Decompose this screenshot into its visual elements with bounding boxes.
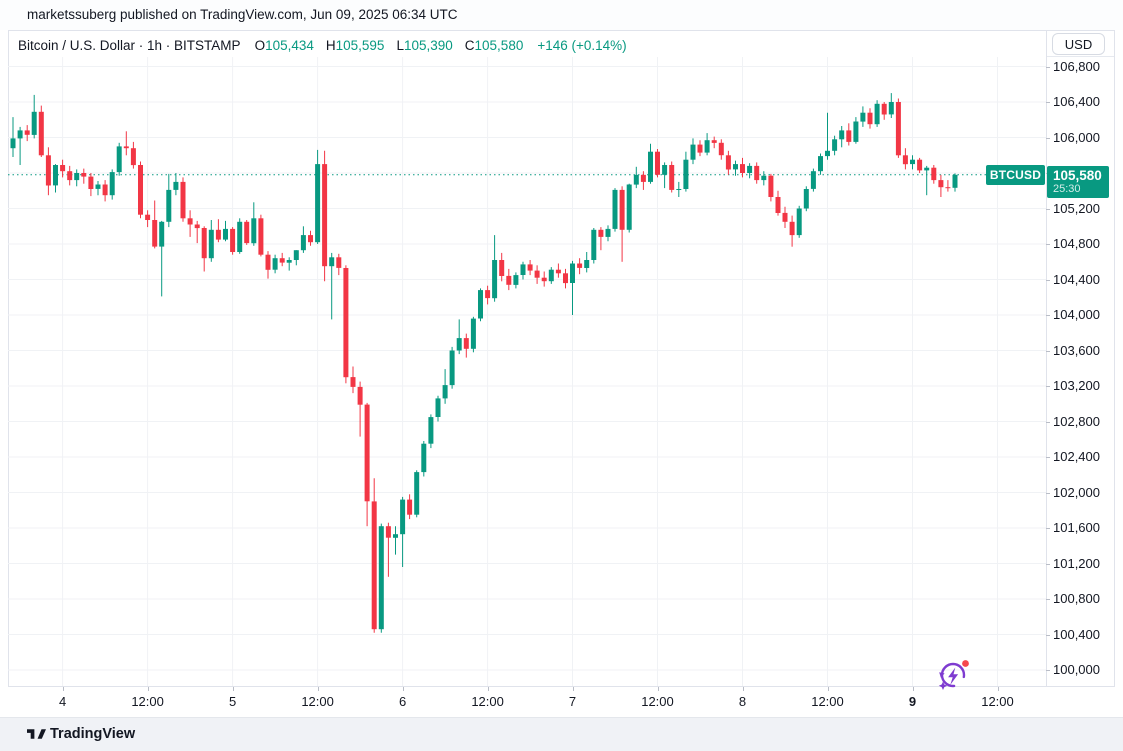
price-tick-mark: [1046, 208, 1050, 210]
price-tick-mark: [1046, 137, 1050, 139]
time-tick-label: 12:00: [471, 694, 504, 709]
price-tick-label: 102,400: [1053, 449, 1100, 464]
price-tick-mark: [1046, 315, 1050, 316]
time-tick-label: 12:00: [811, 694, 844, 709]
time-tick-label: 12:00: [981, 694, 1014, 709]
price-tick-label: 103,200: [1053, 378, 1100, 393]
price-tick-mark: [1046, 386, 1050, 387]
time-tick-label: 7: [568, 694, 577, 709]
price-tick-label: 104,800: [1053, 236, 1100, 251]
sparkle-icon: [938, 681, 948, 690]
ohlc-O: O105,434: [254, 37, 314, 53]
time-tick-mark: [827, 687, 829, 691]
bar-countdown: 25:30: [1053, 183, 1081, 195]
time-tick-mark: [147, 687, 149, 691]
price-tick-label: 106,000: [1053, 129, 1100, 145]
chart-card: [8, 30, 1115, 717]
time-tick-label: 12:00: [641, 694, 674, 709]
price-axis-separator: [1046, 30, 1047, 717]
time-tick-mark: [742, 687, 744, 691]
price-tick-mark: [1046, 634, 1050, 636]
price-tick-mark: [1046, 528, 1050, 529]
refresh-circle-icon: [939, 662, 966, 688]
symbol-price-flag: BTCUSD: [986, 165, 1045, 185]
ohlc-H: H105,595: [325, 37, 385, 53]
currency-usd-button[interactable]: USD: [1052, 33, 1105, 55]
time-tick-mark: [317, 687, 319, 691]
price-tick-label: 101,600: [1053, 520, 1100, 535]
price-tick-mark: [1046, 279, 1050, 281]
time-tick-label: 8: [738, 694, 747, 709]
price-tick-mark: [1046, 492, 1050, 494]
time-tick-mark: [487, 687, 489, 691]
ohlc-values: O105,434 H105,595 L105,390 C105,580: [255, 38, 536, 53]
price-tick-mark: [1046, 563, 1050, 565]
chart-header: Bitcoin / U.S. Dollar · 1h · BITSTAMP O1…: [18, 33, 627, 57]
time-tick-label: 5: [228, 694, 237, 709]
footer-bar: TradingView: [0, 717, 1123, 751]
attribution-bar: marketssuberg published on TradingView.c…: [0, 0, 1123, 30]
time-tick-mark: [402, 687, 404, 691]
tradingview-logo-icon[interactable]: [27, 727, 46, 747]
time-tick-mark: [657, 687, 659, 691]
price-tick-mark: [1046, 244, 1050, 245]
price-tick-mark: [1046, 599, 1050, 600]
price-tick-mark: [1046, 102, 1050, 103]
ohlc-C: C105,580: [464, 37, 524, 53]
currency-cell: USD: [1047, 31, 1114, 57]
price-tick-mark: [1046, 457, 1050, 458]
price-tick-label: 104,400: [1053, 271, 1100, 287]
price-tick-label: 101,200: [1053, 555, 1100, 571]
tradingview-brand[interactable]: TradingView: [50, 726, 136, 742]
time-tick-label: 12:00: [301, 694, 334, 709]
time-tick-mark: [572, 687, 574, 691]
time-tick-mark: [232, 687, 234, 691]
time-tick-label: 4: [58, 694, 67, 709]
attribution-text: marketssuberg published on TradingView.c…: [27, 7, 458, 22]
price-tick-label: 104,000: [1053, 307, 1100, 322]
price-tick-label: 106,400: [1053, 94, 1100, 109]
arrowhead-icon: [939, 672, 945, 678]
price-tick-label: 100,000: [1053, 662, 1100, 677]
price-tick-label: 100,400: [1053, 626, 1100, 642]
symbol-title[interactable]: Bitcoin / U.S. Dollar · 1h · BITSTAMP: [18, 37, 241, 53]
price-tick-mark: [1046, 66, 1050, 68]
auto-update-icon[interactable]: [936, 655, 972, 693]
price-tick-mark: [1046, 670, 1050, 671]
time-tick-mark: [62, 687, 64, 691]
time-tick-mark: [997, 687, 999, 691]
time-tick-label: 6: [398, 694, 407, 709]
price-tick-label: 106,800: [1053, 58, 1100, 74]
time-tick-mark: [912, 687, 914, 691]
lightning-bolt-icon: [948, 667, 959, 685]
price-tick-label: 103,600: [1053, 342, 1100, 358]
time-tick-label: 12:00: [131, 694, 164, 709]
price-tick-mark: [1046, 421, 1050, 423]
time-tick-label: 9: [908, 694, 917, 709]
last-price: 105,580: [1053, 168, 1102, 183]
last-price-badge: 105,580 25:30: [1047, 166, 1109, 198]
price-chart[interactable]: [8, 57, 1046, 686]
price-tick-label: 102,000: [1053, 484, 1100, 500]
change-value: +146 (+0.14%): [537, 37, 627, 53]
time-axis-row[interactable]: [8, 686, 1115, 717]
price-tick-label: 102,800: [1053, 413, 1100, 429]
price-tick-mark: [1046, 350, 1050, 352]
price-tick-label: 105,200: [1053, 200, 1100, 216]
notification-dot-icon: [962, 660, 969, 667]
price-tick-label: 100,800: [1053, 591, 1100, 606]
ohlc-L: L105,390: [396, 37, 453, 53]
